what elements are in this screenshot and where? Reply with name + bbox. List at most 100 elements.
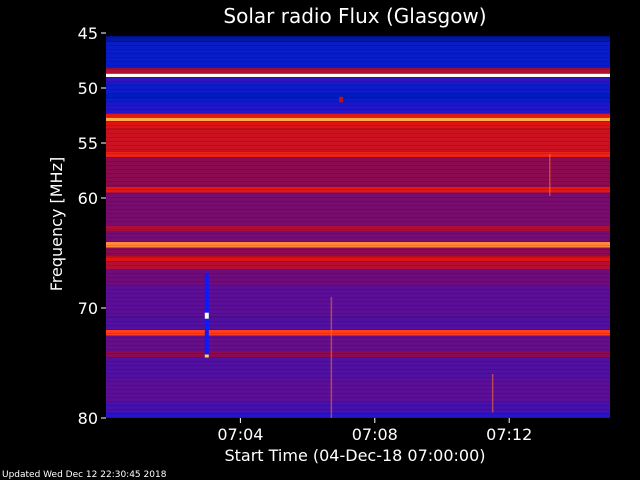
stripe-line (106, 373, 610, 374)
stripe-line (106, 393, 610, 394)
stripe-line (106, 209, 610, 210)
x-tick-label: 07:12 (486, 425, 532, 444)
spectrum-band (106, 121, 610, 129)
stripe-line (106, 37, 610, 38)
stripe-line (106, 273, 610, 274)
stripe-line (106, 285, 610, 286)
spectrum-band (106, 104, 610, 114)
spectrum-band (106, 68, 610, 74)
stripe-line (106, 133, 610, 134)
y-tick-label: 55 (78, 134, 98, 153)
stripe-line (106, 177, 610, 178)
stripe-line (106, 57, 610, 58)
stripe-line (106, 257, 610, 258)
stripe-line (106, 201, 610, 202)
spectrum-band (106, 247, 610, 257)
spectrum-band (106, 33, 610, 37)
stripe-line (106, 389, 610, 390)
x-axis-ticks: 07:04 07:08 07:12 (217, 418, 532, 444)
stripe-line (106, 357, 610, 358)
stripe-line (106, 333, 610, 334)
spectrum-band (106, 93, 610, 99)
stripe-line (106, 289, 610, 290)
y-tick-label: 80 (78, 409, 98, 428)
stripe-line (106, 269, 610, 270)
stripe-line (106, 249, 610, 250)
stripe-line (106, 89, 610, 90)
stripe-line (106, 33, 610, 34)
stripe-line (106, 69, 610, 70)
spectrum-band (106, 77, 610, 83)
stripe-line (106, 77, 610, 78)
stripe-line (106, 61, 610, 62)
spectrum-band (106, 379, 610, 402)
stripe-line (106, 237, 610, 238)
stripe-line (106, 121, 610, 122)
stripe-line (106, 97, 610, 98)
stripe-line (106, 213, 610, 214)
burst-trace (549, 154, 551, 196)
spectrum-band (106, 117, 610, 121)
stripe-line (106, 125, 610, 126)
spectrum-band (106, 231, 610, 242)
stripe-line (106, 229, 610, 230)
stripe-line (106, 117, 610, 118)
stripe-line (106, 157, 610, 158)
spectrum-band (106, 316, 610, 330)
stripe-line (106, 377, 610, 378)
stripe-line (106, 221, 610, 222)
chart-title: Solar radio Flux (Glasgow) (223, 4, 486, 28)
x-tick-label: 07:04 (217, 425, 263, 444)
spectrum-band (106, 335, 610, 352)
stripe-line (106, 141, 610, 142)
spectrum-band (106, 192, 610, 226)
spectrum-band (106, 256, 610, 262)
spectrum-band (106, 99, 610, 105)
stripe-line (106, 181, 610, 182)
stripe-line (106, 337, 610, 338)
burst-core (204, 312, 209, 319)
stripe-line (106, 305, 610, 306)
stripe-line (106, 161, 610, 162)
stripe-line (106, 297, 610, 298)
spectrum-band (106, 286, 610, 317)
stripe-line (106, 81, 610, 82)
stripe-line (106, 281, 610, 282)
y-tick-label: 45 (78, 24, 98, 43)
y-tick-label: 70 (78, 299, 98, 318)
spectrum-band (106, 330, 610, 336)
spectrum-band (106, 357, 610, 380)
stripe-line (106, 413, 610, 414)
spectrum-band (106, 113, 610, 118)
updated-timestamp: Updated Wed Dec 12 22:30:45 2018 (2, 470, 167, 480)
stripe-texture (106, 33, 610, 418)
y-tick-label: 50 (78, 79, 98, 98)
stripe-line (106, 85, 610, 86)
stripe-line (106, 217, 610, 218)
stripe-line (106, 409, 610, 410)
stripe-line (106, 321, 610, 322)
stripe-line (106, 185, 610, 186)
stripe-line (106, 193, 610, 194)
stripe-line (106, 73, 610, 74)
stripe-line (106, 225, 610, 226)
stripe-line (106, 301, 610, 302)
burst-trace (330, 297, 333, 418)
stripe-line (106, 93, 610, 94)
spectrum-band (106, 269, 610, 286)
spectrum-band (106, 73, 610, 77)
spectrum-band (106, 157, 610, 187)
stripe-line (106, 253, 610, 254)
stripe-line (106, 49, 610, 50)
stripe-line (106, 265, 610, 266)
stripe-line (106, 385, 610, 386)
stripe-line (106, 349, 610, 350)
spectrum-band (106, 36, 610, 42)
stripe-line (106, 149, 610, 150)
stripe-line (106, 417, 610, 418)
spectrum-band (106, 41, 610, 69)
stripe-line (106, 325, 610, 326)
spectrum-band (106, 242, 610, 248)
stripe-line (106, 233, 610, 234)
